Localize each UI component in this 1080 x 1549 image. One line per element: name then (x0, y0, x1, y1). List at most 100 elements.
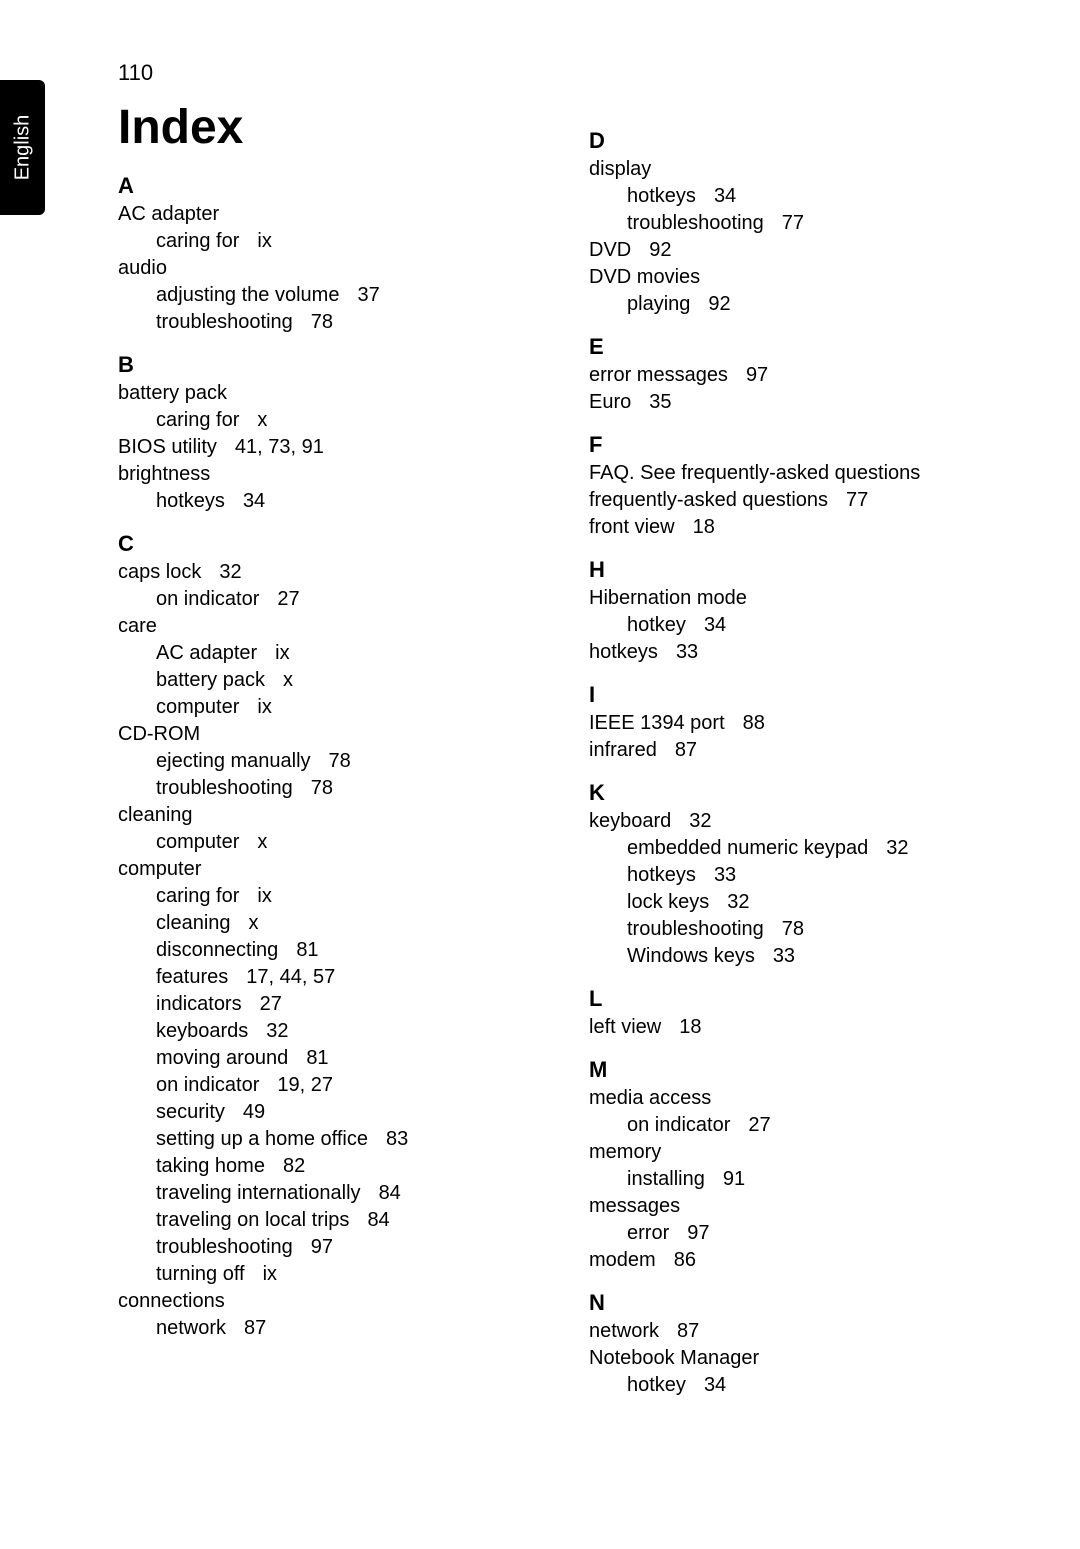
index-subentry: troubleshooting 78 (118, 775, 549, 802)
index-pages: 33 (676, 641, 698, 663)
index-pages: 27 (277, 588, 299, 610)
index-term: error messages (589, 364, 728, 386)
page-number: 110 (118, 60, 153, 86)
index-entry: DVD92 (589, 237, 1020, 264)
index-term: hotkeys (589, 641, 658, 663)
index-entry: IEEE 1394 port88 (589, 710, 1020, 737)
index-pages: 35 (649, 391, 671, 413)
index-subentry: hotkeys 33 (589, 862, 1020, 889)
index-term: IEEE 1394 port (589, 712, 725, 734)
index-subentry: hotkey34 (589, 1372, 1020, 1399)
index-entry: display (589, 156, 1020, 183)
index-subentry: turning offix (118, 1261, 549, 1288)
index-entry: cleaning (118, 802, 549, 829)
index-pages: 34 (704, 1374, 726, 1396)
index-entry: computer (118, 856, 549, 883)
index-letter-m: M (589, 1057, 1020, 1083)
index-term: cleaning (156, 912, 231, 934)
index-subentry: hotkeys34 (589, 183, 1020, 210)
index-subentry: indicators27 (118, 991, 549, 1018)
index-pages: x (257, 831, 267, 853)
index-subentry: traveling internationally84 (118, 1180, 549, 1207)
index-pages: 78 (311, 777, 333, 799)
index-letter-k: K (589, 780, 1020, 806)
index-pages: 91 (723, 1168, 745, 1190)
index-letter-b: B (118, 352, 549, 378)
index-entry: memory (589, 1139, 1020, 1166)
index-entry: messages (589, 1193, 1020, 1220)
index-term: DVD (589, 239, 631, 261)
index-term: care (118, 615, 157, 637)
index-subentry: troubleshooting78 (589, 916, 1020, 943)
index-letter-a: A (118, 173, 549, 199)
index-term: computer (118, 858, 201, 880)
index-entry: front view18 (589, 514, 1020, 541)
index-term: memory (589, 1141, 661, 1163)
index-term: troubleshooting (156, 1236, 293, 1258)
index-pages: 33 (714, 864, 736, 886)
language-tab-label: English (11, 115, 34, 181)
index-term: messages (589, 1195, 680, 1217)
index-pages: ix (257, 696, 271, 718)
index-term: Hibernation mode (589, 587, 747, 609)
index-term: troubleshooting (627, 918, 764, 940)
index-term: hotkeys (627, 185, 696, 207)
page-title: Index (118, 100, 549, 155)
index-term: audio (118, 257, 167, 279)
index-entry: care (118, 613, 549, 640)
index-term: setting up a home office (156, 1128, 368, 1150)
index-term: on indicator (627, 1114, 730, 1136)
index-subentry: troubleshooting78 (118, 309, 549, 336)
index-entry: audio (118, 255, 549, 282)
index-letter-f: F (589, 432, 1020, 458)
index-term: BIOS utility (118, 436, 217, 458)
index-subentry: moving around81 (118, 1045, 549, 1072)
index-subentry: adjusting the volume37 (118, 282, 549, 309)
index-term: left view (589, 1016, 661, 1038)
index-term: network (156, 1317, 226, 1339)
index-pages: ix (257, 230, 271, 252)
index-subentry: hotkey34 (589, 612, 1020, 639)
index-pages: 97 (746, 364, 768, 386)
index-subentry: disconnecting81 (118, 937, 549, 964)
index-term: indicators (156, 993, 242, 1015)
index-term: hotkeys (627, 864, 696, 886)
index-subentry: embedded numeric keypad32 (589, 835, 1020, 862)
index-subentry: on indicator27 (589, 1112, 1020, 1139)
index-term: troubleshooting (156, 777, 293, 799)
index-entry: DVD movies (589, 264, 1020, 291)
index-term: disconnecting (156, 939, 278, 961)
index-subentry: security49 (118, 1099, 549, 1126)
index-term: on indicator (156, 588, 259, 610)
index-pages: 32 (727, 891, 749, 913)
index-subentry: taking home82 (118, 1153, 549, 1180)
index-term: display (589, 158, 651, 180)
index-letter-n: N (589, 1290, 1020, 1316)
index-entry: modem86 (589, 1247, 1020, 1274)
index-entry: battery pack (118, 380, 549, 407)
index-term: frequently-asked questions (589, 489, 828, 511)
index-pages: x (283, 669, 293, 691)
index-subentry: computer x (118, 829, 549, 856)
index-subentry: error97 (589, 1220, 1020, 1247)
index-subentry: cleaningx (118, 910, 549, 937)
index-entry: Notebook Manager (589, 1345, 1020, 1372)
index-term: Windows keys (627, 945, 755, 967)
index-pages: 83 (386, 1128, 408, 1150)
index-pages: 77 (846, 489, 868, 511)
index-letter-d: D (589, 128, 1020, 154)
index-letter-h: H (589, 557, 1020, 583)
index-term: moving around (156, 1047, 288, 1069)
index-entry: caps lock32 (118, 559, 549, 586)
index-pages: 87 (675, 739, 697, 761)
index-term: lock keys (627, 891, 709, 913)
index-term: installing (627, 1168, 705, 1190)
index-subentry: troubleshooting77 (589, 210, 1020, 237)
index-pages: 32 (266, 1020, 288, 1042)
index-term: computer (156, 831, 239, 853)
index-pages: 97 (311, 1236, 333, 1258)
index-content: Index A AC adapter caring forix audio ad… (118, 100, 1020, 1399)
index-pages: 87 (677, 1320, 699, 1342)
index-term: keyboards (156, 1020, 248, 1042)
index-pages: 97 (687, 1222, 709, 1244)
